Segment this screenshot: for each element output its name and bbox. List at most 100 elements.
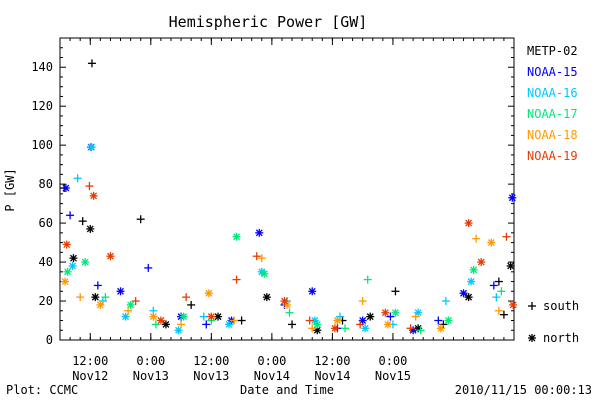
data-point-noaa-15	[308, 287, 317, 296]
data-point-metp-02	[214, 312, 223, 321]
data-point-noaa-19	[356, 320, 365, 329]
data-point-noaa-19	[280, 297, 289, 306]
data-point-noaa-16	[73, 174, 82, 183]
data-point-metp-02	[499, 310, 508, 319]
data-point-noaa-19	[305, 316, 314, 325]
legend-marker-north	[528, 334, 536, 342]
data-point-noaa-18	[149, 312, 158, 321]
data-point-noaa-18	[308, 324, 317, 333]
x-tick-date-label: Nov14	[254, 369, 290, 383]
data-point-noaa-19	[232, 275, 241, 284]
data-point-noaa-19	[106, 252, 115, 261]
data-point-noaa-18	[494, 306, 503, 315]
x-tick-date-label: Nov12	[72, 369, 108, 383]
data-point-noaa-17	[444, 316, 453, 325]
data-point-noaa-18	[230, 316, 239, 325]
data-point-metp-02	[288, 320, 297, 329]
data-point-noaa-19	[131, 297, 140, 306]
data-point-noaa-15	[66, 211, 75, 220]
data-point-noaa-15	[386, 312, 395, 321]
data-point-noaa-17	[179, 312, 188, 321]
data-point-noaa-17	[341, 324, 350, 333]
data-point-noaa-16	[467, 277, 476, 286]
data-point-noaa-19	[509, 300, 518, 309]
x-tick-date-label: Nov14	[314, 369, 350, 383]
x-tick-time-label: 0:00	[257, 354, 286, 368]
data-point-noaa-15	[144, 263, 153, 272]
data-point-noaa-16	[441, 297, 450, 306]
data-point-metp-02	[506, 261, 515, 270]
legend: METP-02 NOAA-15 NOAA-16 NOAA-17 NOAA-18 NOAA-…	[527, 44, 579, 345]
data-point-noaa-18	[411, 312, 420, 321]
data-point-noaa-18	[96, 300, 105, 309]
data-point-noaa-18	[436, 324, 445, 333]
plot-credit: Plot: CCMC	[6, 383, 78, 397]
data-point-metp-02	[161, 320, 170, 329]
legend-marker-label: north	[543, 331, 579, 345]
x-tick-time-label: 0:00	[378, 354, 407, 368]
x-tick-time-label: 12:00	[193, 354, 229, 368]
data-point-noaa-16	[361, 324, 370, 333]
data-point-metp-02	[136, 215, 145, 224]
x-tick-time-label: 0:00	[136, 354, 165, 368]
x-tick-time-label: 12:00	[72, 354, 108, 368]
data-point-metp-02	[86, 224, 95, 233]
data-point-noaa-17	[63, 267, 72, 276]
data-point-noaa-17	[391, 308, 400, 317]
data-point-noaa-19	[464, 219, 473, 228]
data-point-noaa-16	[87, 143, 96, 152]
legend-marker-south	[528, 302, 536, 310]
y-tick-label: 0	[46, 333, 53, 347]
data-point-noaa-16	[199, 312, 208, 321]
data-point-noaa-19	[156, 316, 165, 325]
data-point-metp-02	[187, 300, 196, 309]
data-point-noaa-18	[487, 238, 496, 247]
data-point-noaa-18	[76, 293, 85, 302]
y-tick-label: 100	[31, 138, 53, 152]
data-point-noaa-17	[81, 258, 90, 267]
data-points	[60, 59, 518, 335]
data-point-noaa-17	[101, 293, 110, 302]
data-point-noaa-17	[285, 308, 294, 317]
data-point-metp-02	[78, 217, 87, 226]
x-tick-time-label: 12:00	[314, 354, 350, 368]
data-point-noaa-18	[124, 306, 133, 315]
data-point-noaa-19	[182, 293, 191, 302]
data-point-noaa-15	[255, 228, 264, 237]
data-point-noaa-15	[508, 193, 517, 202]
x-tick-date-label: Nov13	[133, 369, 169, 383]
data-point-noaa-18	[204, 289, 213, 298]
x-axis-label: Date and Time	[240, 383, 334, 397]
data-point-noaa-18	[333, 316, 342, 325]
y-axis-label: P [GW]	[3, 168, 17, 211]
data-point-metp-02	[237, 316, 246, 325]
y-tick-label: 60	[39, 216, 53, 230]
data-point-noaa-17	[363, 275, 372, 284]
plot-timestamp: 2010/11/15 00:00:13	[455, 383, 592, 397]
data-point-noaa-17	[416, 326, 425, 335]
data-point-noaa-15	[61, 184, 70, 193]
data-point-noaa-15	[116, 287, 125, 296]
data-point-noaa-16	[492, 293, 501, 302]
data-point-noaa-19	[502, 232, 511, 241]
data-point-noaa-19	[252, 252, 261, 261]
data-point-noaa-15	[434, 316, 443, 325]
data-point-noaa-18	[358, 297, 367, 306]
data-point-noaa-19	[62, 240, 71, 249]
data-point-metp-02	[366, 312, 375, 321]
data-point-noaa-16	[68, 261, 77, 270]
data-point-noaa-17	[497, 287, 506, 296]
data-point-noaa-19	[477, 258, 486, 267]
legend-entry: NOAA-19	[527, 149, 578, 163]
data-point-noaa-19	[207, 312, 216, 321]
data-point-noaa-15	[93, 281, 102, 290]
data-point-noaa-15	[202, 320, 211, 329]
legend-entry: NOAA-15	[527, 65, 578, 79]
data-point-noaa-16	[224, 320, 233, 329]
data-point-noaa-17	[260, 269, 269, 278]
data-point-noaa-17	[126, 300, 135, 309]
data-point-noaa-18	[257, 254, 266, 263]
data-point-noaa-19	[89, 191, 98, 200]
x-tick-date-label: Nov13	[193, 369, 229, 383]
data-point-noaa-17	[313, 320, 322, 329]
